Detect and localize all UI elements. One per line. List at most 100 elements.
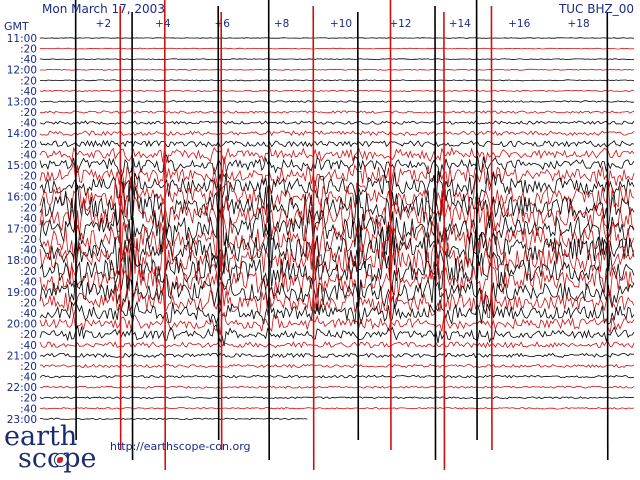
seismic-trace — [39, 68, 635, 71]
row-label: 23:00 — [7, 414, 37, 426]
seismic-trace — [39, 172, 635, 218]
date-label: Mon March 17, 2003 — [42, 2, 165, 16]
row-label: :40 — [20, 403, 37, 415]
seismic-spike — [220, 11, 223, 451]
seismic-trace — [39, 323, 635, 347]
seismic-trace — [39, 363, 635, 369]
x-tick-label: +8 — [274, 18, 289, 30]
seismic-spike — [119, 5, 122, 451]
timezone-label: GMT — [4, 20, 29, 33]
row-label: :20 — [20, 329, 37, 341]
row-label: :40 — [20, 245, 37, 257]
row-label: 18:00 — [7, 255, 37, 267]
row-label: :20 — [20, 75, 37, 87]
seismic-trace — [39, 271, 635, 312]
globe-icon — [54, 453, 68, 467]
row-label: 11:00 — [7, 33, 37, 45]
seismic-trace — [39, 396, 635, 400]
x-tick-label: +16 — [508, 18, 530, 30]
row-label: 21:00 — [7, 350, 37, 362]
seismic-trace — [39, 311, 635, 336]
seismic-trace — [39, 110, 635, 114]
seismic-spike — [217, 5, 220, 441]
seismic-trace — [39, 385, 635, 389]
x-tick-label: +10 — [330, 18, 352, 30]
row-label: :40 — [20, 86, 37, 98]
row-label: :40 — [20, 213, 37, 225]
seismic-trace — [40, 58, 635, 61]
seismic-spike — [606, 11, 609, 461]
station-label: TUC BHZ_00 — [558, 2, 634, 16]
x-tick-label: +12 — [389, 18, 411, 30]
x-axis-ticks: +2 +4 +6 +8 +10 +12 +14 +16 +18 — [96, 18, 590, 30]
x-tick-label: +18 — [568, 18, 590, 30]
seismic-spike — [356, 11, 360, 441]
seismic-trace — [39, 154, 635, 178]
seismic-trace — [39, 169, 635, 205]
row-label: :40 — [20, 308, 37, 320]
row-label: :20 — [20, 361, 37, 373]
row-label: 14:00 — [7, 128, 37, 140]
seismic-trace — [39, 341, 635, 349]
row-label: :20 — [20, 202, 37, 214]
seismic-trace — [39, 407, 635, 410]
seismic-trace — [39, 283, 635, 319]
seismic-trace — [39, 199, 635, 257]
seismic-trace — [39, 37, 635, 39]
row-label: :20 — [20, 171, 37, 183]
seismic-trace — [39, 120, 635, 125]
seismic-trace — [40, 79, 635, 82]
seismic-trace — [39, 139, 635, 148]
seismic-trace — [39, 259, 635, 300]
row-label: 20:00 — [7, 319, 37, 331]
seismic-trace — [40, 417, 308, 421]
seismic-trace — [39, 156, 635, 192]
row-label: 17:00 — [7, 223, 37, 235]
seismic-spike — [131, 11, 134, 461]
row-label: :20 — [20, 266, 37, 278]
row-label: :20 — [20, 393, 37, 405]
seismic-spike — [475, 0, 478, 441]
row-label: 15:00 — [7, 160, 37, 172]
x-tick-label: +14 — [449, 18, 471, 30]
row-label: :40 — [20, 276, 37, 288]
row-label: :20 — [20, 234, 37, 246]
x-tick-label: +6 — [214, 18, 230, 30]
seismic-trace — [39, 352, 635, 359]
row-label: :20 — [20, 44, 37, 56]
seismic-trace — [39, 298, 635, 325]
row-label: :40 — [20, 340, 37, 352]
seismic-trace — [39, 47, 635, 50]
seismic-spike — [443, 11, 446, 471]
row-label: :20 — [20, 107, 37, 119]
row-label: :20 — [20, 139, 37, 151]
row-label: :40 — [20, 118, 37, 130]
x-tick-label: +4 — [155, 18, 171, 30]
logo-text-earth: earth — [4, 421, 78, 452]
row-label: 22:00 — [7, 382, 37, 394]
seismic-spike — [434, 5, 437, 461]
seismic-spike — [267, 0, 270, 461]
seismic-trace — [39, 130, 635, 137]
row-label: :40 — [20, 372, 37, 384]
seismic-trace — [39, 146, 635, 165]
website-url[interactable]: http://earthscope-con.org — [110, 440, 251, 453]
seismic-spikes — [74, 0, 609, 471]
seismic-spike — [490, 5, 493, 451]
row-label: 12:00 — [7, 65, 37, 77]
row-label: :40 — [20, 54, 37, 66]
row-label: 19:00 — [7, 287, 37, 299]
seismic-spike — [74, 0, 77, 441]
seismic-spike — [312, 5, 315, 471]
x-tick-label: +2 — [96, 18, 111, 30]
seismic-trace — [39, 374, 635, 379]
row-label: 13:00 — [7, 96, 37, 108]
row-label: :40 — [20, 149, 37, 161]
seismic-spike — [389, 0, 392, 451]
earthscope-logo: earth scope — [4, 421, 114, 476]
row-label: 16:00 — [7, 192, 37, 204]
row-label: :20 — [20, 298, 37, 310]
seismic-trace — [39, 89, 635, 92]
seismic-trace — [39, 100, 635, 103]
